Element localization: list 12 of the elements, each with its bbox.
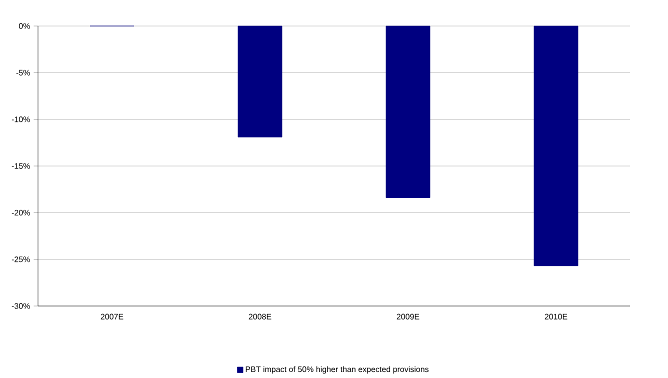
y-tick-label: -15% bbox=[12, 163, 30, 169]
y-tick-label: -10% bbox=[12, 116, 30, 122]
y-tick-label: -5% bbox=[16, 70, 30, 76]
x-tick-label: 2009E bbox=[396, 314, 420, 320]
y-tick-label: -20% bbox=[12, 210, 30, 216]
legend-label: PBT impact of 50% higher than expected provisions bbox=[246, 366, 429, 374]
x-tick-label: 2010E bbox=[544, 314, 568, 320]
y-tick-label: 0% bbox=[18, 23, 30, 29]
y-tick-label: -25% bbox=[12, 256, 30, 262]
y-tick-label: -30% bbox=[12, 303, 30, 309]
x-tick-label: 2008E bbox=[248, 314, 272, 320]
x-tick-label: 2007E bbox=[100, 314, 124, 320]
